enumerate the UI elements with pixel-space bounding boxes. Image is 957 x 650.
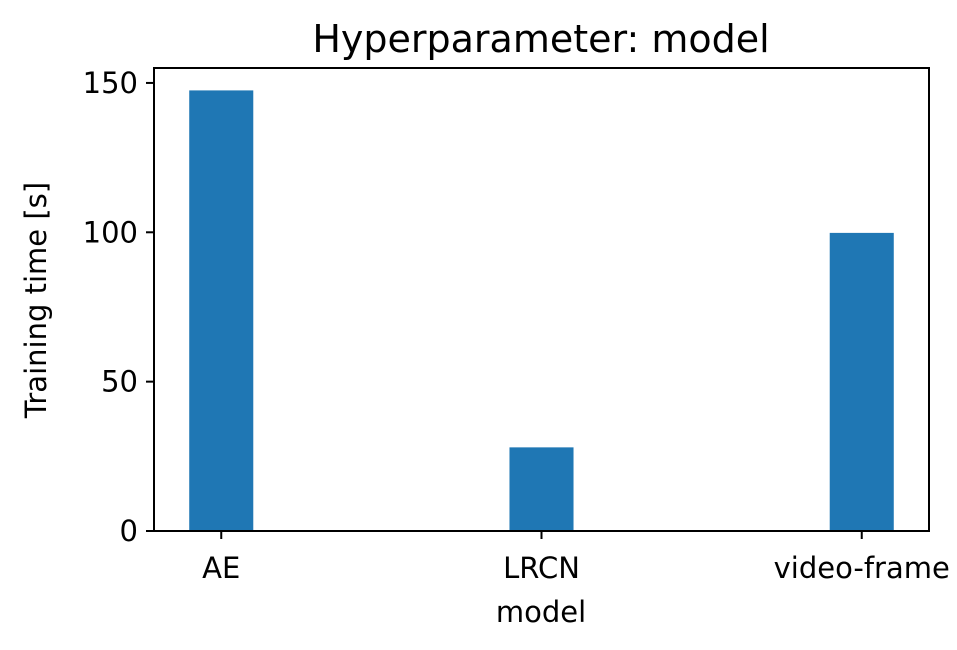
x-axis-label: model bbox=[496, 595, 586, 629]
y-tick-label: 150 bbox=[83, 66, 138, 100]
y-tick-label: 50 bbox=[101, 365, 138, 399]
y-tick-label: 0 bbox=[120, 514, 138, 548]
plot-area-frame bbox=[153, 67, 930, 532]
bar-ae bbox=[189, 90, 254, 531]
y-axis-ticks: 0 50 100 150 bbox=[83, 66, 154, 548]
bars-group bbox=[189, 90, 894, 531]
chart-title: Hyperparameter: model bbox=[312, 17, 769, 61]
x-tick-label: LRCN bbox=[503, 551, 580, 585]
bar-lrcn bbox=[509, 447, 574, 531]
x-axis-ticks: AE LRCN video-frame bbox=[202, 531, 950, 585]
y-tick-label: 100 bbox=[83, 215, 138, 249]
x-tick-label: AE bbox=[202, 551, 240, 585]
bar-video-frame bbox=[829, 232, 894, 531]
y-axis-label: Training time [s] bbox=[19, 182, 53, 419]
x-tick-label: video-frame bbox=[774, 551, 950, 585]
